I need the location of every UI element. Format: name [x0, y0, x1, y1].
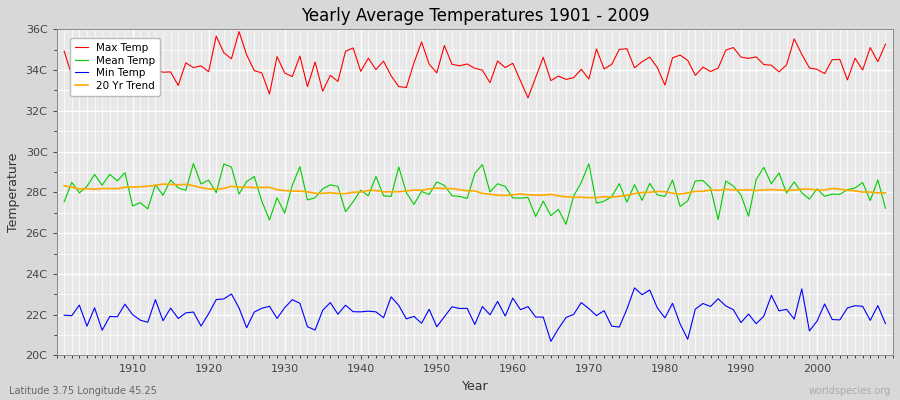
- Mean Temp: [561, 222, 572, 227]
- Title: Yearly Average Temperatures 1901 - 2009: Yearly Average Temperatures 1901 - 2009: [301, 7, 649, 25]
- 20 Yr Trend: [880, 190, 891, 195]
- Y-axis label: Temperature: Temperature: [7, 153, 20, 232]
- Max Temp: [880, 42, 891, 46]
- Line: 20 Yr Trend: 20 Yr Trend: [64, 184, 886, 198]
- Mean Temp: [58, 200, 69, 204]
- Min Temp: [58, 313, 69, 318]
- Max Temp: [523, 96, 534, 100]
- Min Temp: [508, 296, 518, 300]
- Text: Latitude 3.75 Longitude 45.25: Latitude 3.75 Longitude 45.25: [9, 386, 157, 396]
- 20 Yr Trend: [508, 192, 518, 197]
- Legend: Max Temp, Mean Temp, Min Temp, 20 Yr Trend: Max Temp, Mean Temp, Min Temp, 20 Yr Tre…: [70, 38, 160, 96]
- Line: Max Temp: Max Temp: [64, 32, 886, 98]
- Min Temp: [607, 324, 617, 328]
- Line: Min Temp: Min Temp: [64, 288, 886, 341]
- Max Temp: [234, 29, 245, 34]
- 20 Yr Trend: [515, 192, 526, 196]
- X-axis label: Year: Year: [462, 380, 488, 393]
- 20 Yr Trend: [583, 195, 594, 200]
- Mean Temp: [515, 196, 526, 200]
- Min Temp: [880, 321, 891, 326]
- Max Temp: [508, 61, 518, 66]
- 20 Yr Trend: [340, 191, 351, 196]
- Min Temp: [500, 314, 510, 318]
- Line: Mean Temp: Mean Temp: [64, 164, 886, 224]
- 20 Yr Trend: [120, 185, 130, 190]
- Max Temp: [340, 49, 351, 54]
- Mean Temp: [880, 206, 891, 210]
- Max Temp: [120, 56, 130, 60]
- Mean Temp: [508, 196, 518, 200]
- Mean Temp: [188, 161, 199, 166]
- Max Temp: [58, 49, 69, 54]
- Min Temp: [629, 286, 640, 290]
- Min Temp: [545, 339, 556, 344]
- Mean Temp: [120, 170, 130, 175]
- 20 Yr Trend: [58, 183, 69, 188]
- Min Temp: [287, 297, 298, 302]
- Mean Temp: [340, 209, 351, 214]
- Max Temp: [294, 54, 305, 58]
- Min Temp: [120, 302, 130, 306]
- Mean Temp: [294, 164, 305, 169]
- Mean Temp: [614, 181, 625, 186]
- 20 Yr Trend: [294, 189, 305, 194]
- 20 Yr Trend: [158, 182, 168, 186]
- Max Temp: [515, 78, 526, 83]
- Max Temp: [614, 47, 625, 52]
- Text: worldspecies.org: worldspecies.org: [809, 386, 891, 396]
- Min Temp: [332, 312, 343, 316]
- 20 Yr Trend: [614, 194, 625, 199]
